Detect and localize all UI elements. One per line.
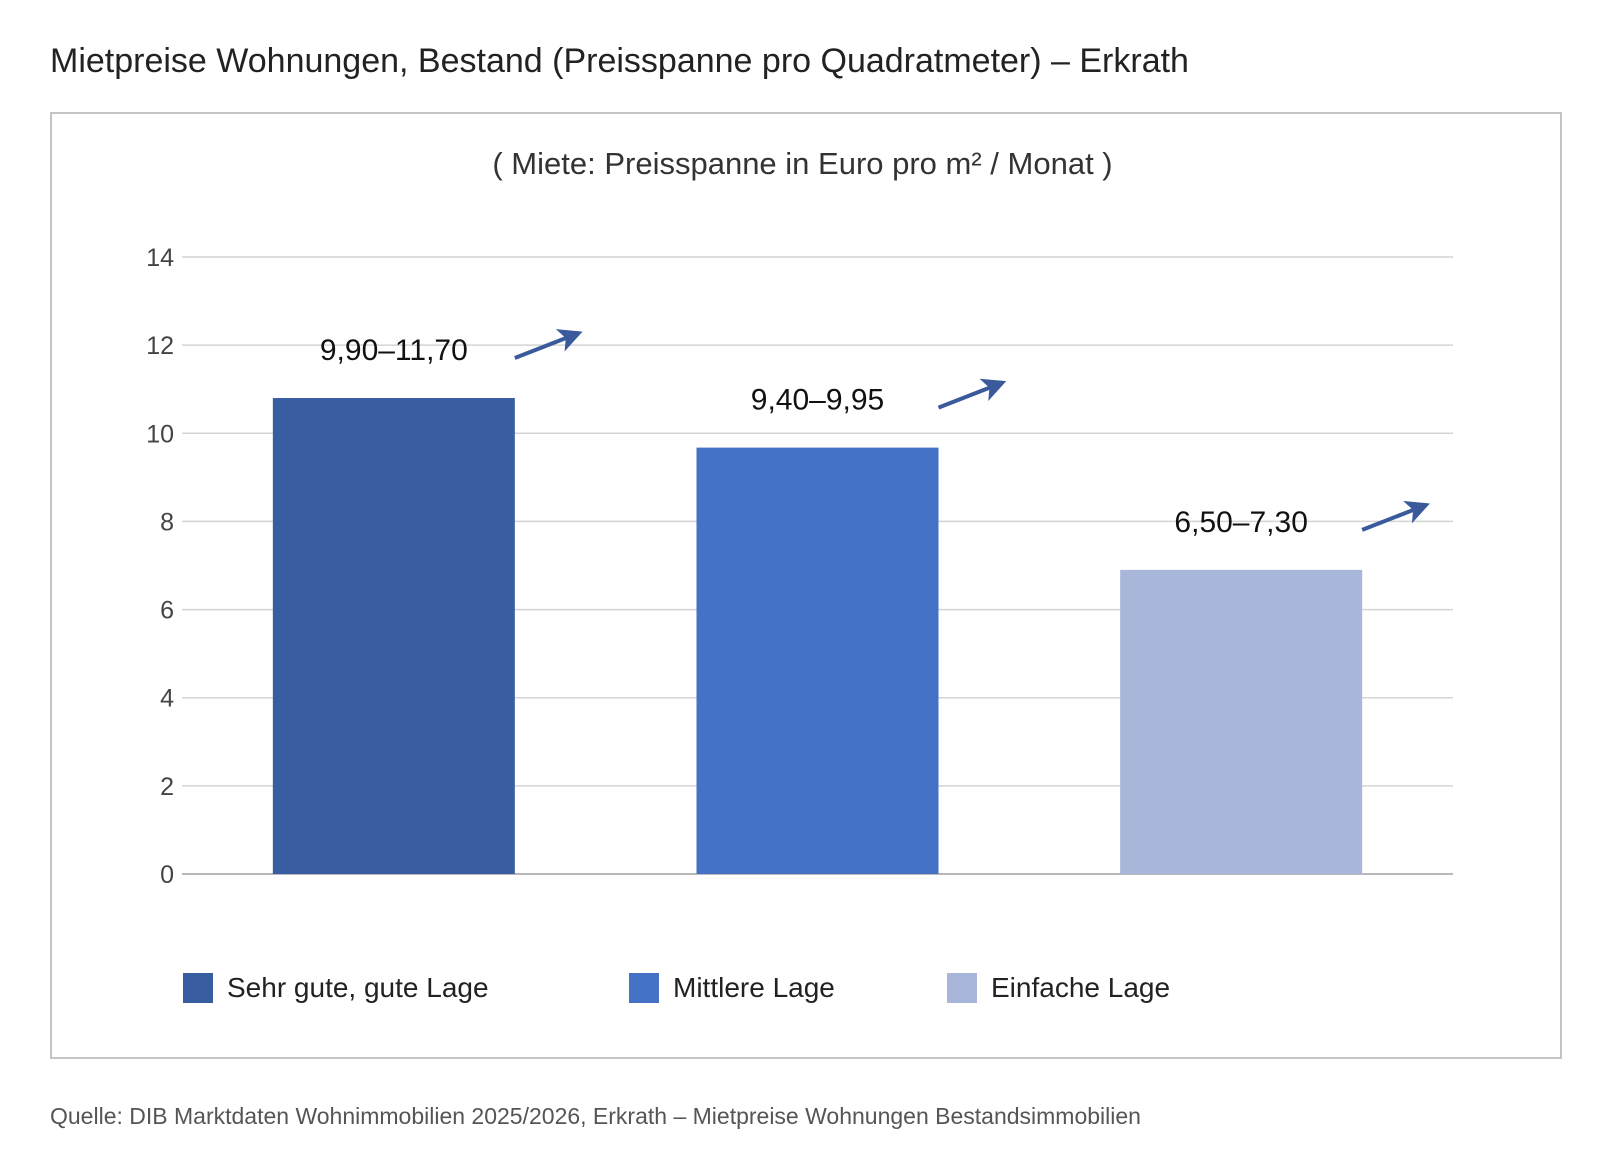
legend-item-sehr-gute-lage: Sehr gute, gute Lage bbox=[183, 972, 489, 1004]
source-note: Quelle: DIB Marktdaten Wohnimmobilien 20… bbox=[50, 1103, 1141, 1129]
y-tick-label: 8 bbox=[160, 508, 174, 536]
y-tick-label: 2 bbox=[160, 773, 174, 801]
y-tick-label: 12 bbox=[146, 332, 174, 360]
page-title: Mietpreise Wohnungen, Bestand (Preisspan… bbox=[50, 42, 1189, 80]
y-tick-label: 14 bbox=[146, 244, 174, 272]
legend-swatch bbox=[183, 973, 213, 1003]
legend-item-einfache-lage: Einfache Lage bbox=[947, 972, 1170, 1004]
trend-up-arrow-icon bbox=[937, 378, 1007, 410]
legend-label: Mittlere Lage bbox=[673, 972, 835, 1003]
legend-swatch bbox=[629, 973, 659, 1003]
bar bbox=[1120, 569, 1363, 874]
legend-swatch bbox=[947, 973, 977, 1003]
y-tick-label: 6 bbox=[160, 597, 174, 625]
chart-subtitle: ( Miete: Preisspanne in Euro pro m² / Mo… bbox=[492, 146, 1113, 181]
legend-label: Einfache Lage bbox=[991, 972, 1171, 1003]
legend-item-mittlere-lage: Mittlere Lage bbox=[629, 972, 835, 1004]
bar bbox=[696, 447, 939, 874]
y-tick-label: 4 bbox=[160, 685, 174, 713]
data-label: 6,50–7,30 bbox=[1174, 506, 1307, 539]
y-tick-label: 0 bbox=[160, 861, 174, 889]
y-tick-label: 10 bbox=[146, 420, 174, 448]
data-label: 9,40–9,95 bbox=[751, 384, 884, 417]
trend-up-arrow-icon bbox=[1361, 501, 1430, 532]
legend-label: Sehr gute, gute Lage bbox=[227, 972, 489, 1003]
data-label: 9,90–11,70 bbox=[320, 334, 468, 367]
trend-up-arrow-icon bbox=[514, 329, 583, 360]
bar bbox=[272, 398, 515, 874]
